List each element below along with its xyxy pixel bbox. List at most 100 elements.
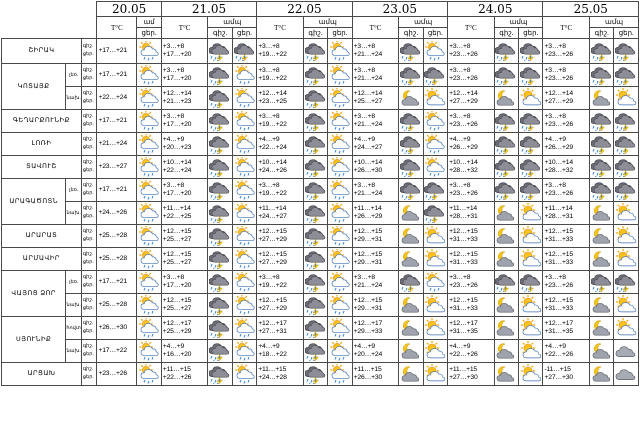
- sun-cloud-rain-icon: [233, 88, 255, 108]
- cloud-header: ամպ: [589, 16, 639, 28]
- cloud-storm-icon: [495, 111, 517, 131]
- day-temp: +24…+27: [353, 144, 383, 151]
- night-temp: +3…+8: [258, 67, 280, 74]
- weather-icon-cell: [207, 270, 233, 294]
- weather-icon-cell: [302, 224, 329, 248]
- weather-icon-cell: [589, 224, 615, 248]
- weather-icon-cell: [422, 316, 449, 340]
- weather-icon-cell: [398, 293, 424, 317]
- day-temp: +31…+33: [544, 236, 573, 243]
- night-temp: +3…+8: [353, 43, 375, 50]
- weather-icon-cell: [493, 132, 520, 156]
- day-temp: +22…+24: [258, 144, 287, 151]
- day-label: ցեր.: [82, 145, 94, 150]
- sun-cloud-rain-icon: [233, 364, 255, 384]
- day-temp: +25…+27: [162, 305, 192, 312]
- sun-cloud-rain-icon: [138, 249, 160, 269]
- night-temp: +12…+15: [162, 228, 192, 235]
- night-temp: +4…+9: [162, 136, 185, 143]
- temp-cell: +12…+15 +29…+31: [351, 247, 400, 271]
- sun-cloud-rain-icon: [424, 157, 446, 177]
- weather-icon-cell: [327, 293, 353, 317]
- weather-icon-cell: [613, 362, 639, 386]
- night-label: գիշ.: [82, 160, 94, 165]
- night-temp: +3…+8: [449, 274, 471, 281]
- night-temp: +12…+15: [449, 228, 478, 235]
- sun-cloud-icon: [424, 341, 446, 361]
- cloud-storm-icon: [495, 157, 517, 177]
- sun-cloud-rain-icon: [233, 134, 255, 154]
- day-temp: +17…+21: [98, 47, 127, 54]
- night-temp: +11…+15: [258, 366, 287, 373]
- weather-icon-cell: [493, 155, 520, 179]
- day-temp: +25…+29: [162, 328, 192, 335]
- cloud-storm-icon: [209, 157, 231, 177]
- night-temp: +4…+9: [544, 343, 566, 350]
- night-temp: +3…+8: [353, 182, 375, 189]
- weather-icon-cell: [589, 316, 615, 340]
- cloud-storm-icon: [590, 157, 613, 177]
- weather-icon-cell: [327, 224, 353, 248]
- weather-icon-cell: [302, 86, 329, 110]
- sun-cloud-rain-icon: [329, 157, 351, 177]
- day-temp: +19…+22: [258, 121, 287, 128]
- temp-cell: +12…+15 +31…+33: [542, 293, 591, 317]
- date-header: 23.05: [351, 1, 449, 17]
- weather-icon-cell: [589, 109, 615, 133]
- sun-cloud-rain-icon: [424, 272, 446, 292]
- cloud-storm-icon: [590, 111, 613, 131]
- temp-cell: +3…+8 +21…+24: [351, 109, 400, 133]
- night-temp: +3…+8: [258, 43, 280, 50]
- day-temp: +25…+28: [98, 301, 127, 308]
- temp-cell: +12…+15 +31…+33: [447, 247, 495, 271]
- temp-cell: +25…+28: [96, 224, 138, 248]
- cloud-storm-icon: [519, 111, 542, 131]
- temp-unit-header: T°C: [256, 16, 304, 39]
- day-subheader: ցեր.: [136, 27, 162, 39]
- day-temp: +21…+24: [353, 282, 383, 289]
- cloud-header: ամպ: [302, 16, 353, 28]
- day-temp: +24…+26: [258, 167, 287, 174]
- temp-cell: +10…+14 +22…+24: [160, 155, 209, 179]
- day-label: ցեր.: [82, 122, 94, 127]
- weather-icon-cell: [136, 86, 162, 110]
- day-temp: +25…+28: [98, 255, 127, 262]
- day-temp: +31…+35: [449, 328, 478, 335]
- temp-cell: +17…+21: [96, 38, 138, 64]
- temp-cell: +3…+8 +19…+22: [256, 270, 304, 294]
- day-temp: +18…+22: [258, 351, 287, 358]
- temp-cell: +21…+24: [96, 132, 138, 156]
- night-temp: +3…+8: [162, 182, 185, 189]
- day-temp: +16…+20: [162, 351, 192, 358]
- sun-cloud-icon: [520, 249, 542, 269]
- weather-icon-cell: [518, 362, 544, 386]
- cloud-storm-icon: [399, 111, 422, 131]
- weather-icon-cell: [589, 63, 615, 87]
- night-temp: +11…+14: [162, 205, 191, 212]
- time-of-day-label: գիշ. ցեր.: [80, 109, 98, 133]
- sun-cloud-rain-icon: [138, 180, 160, 200]
- temp-cell: +12…+17 +29…+33: [351, 316, 400, 340]
- temp-cell: +3…+8 +21…+24: [351, 270, 400, 294]
- cloud-header: ամպ: [493, 16, 544, 28]
- night-temp: +12…+14: [258, 90, 287, 97]
- night-temp: +11…+14: [353, 205, 382, 212]
- weather-icon-cell: [231, 178, 258, 202]
- region-row: ԱՐՄԱՎԻՐ գիշ. ցեր. +25…+28 +12…+15 +25…+27 +1…: [1, 247, 639, 271]
- temp-cell: +3…+8 +23…+26: [447, 38, 495, 64]
- day-temp: +26…+29: [544, 144, 573, 151]
- sun-cloud-rain-icon: [138, 134, 160, 154]
- weather-forecast-table: 20.05 21.05 22.05 23.05 24.05 25.05 T°C …: [0, 1, 639, 386]
- cloud-storm-icon: [304, 364, 326, 384]
- weather-icon-cell: [518, 38, 544, 64]
- time-of-day-label: գիշ. ցեր.: [80, 362, 98, 386]
- sun-cloud-rain-icon: [233, 203, 255, 223]
- day-temp: +31…+33: [449, 259, 478, 266]
- day-label: ցեր.: [82, 237, 94, 242]
- temp-cell: +11…+14 +26…+29: [351, 201, 400, 225]
- day-temp: +25…+27: [162, 259, 192, 266]
- temp-cell: +17…+22: [96, 339, 138, 363]
- day-temp: +29…+31: [353, 305, 383, 312]
- day-temp: +17…+21: [98, 186, 127, 193]
- region-row: ԿՈՏԱՅՔ լեռ. գիշ. ցեր. +17…+21 +3…+8 +17…+20 +…: [0, 63, 639, 110]
